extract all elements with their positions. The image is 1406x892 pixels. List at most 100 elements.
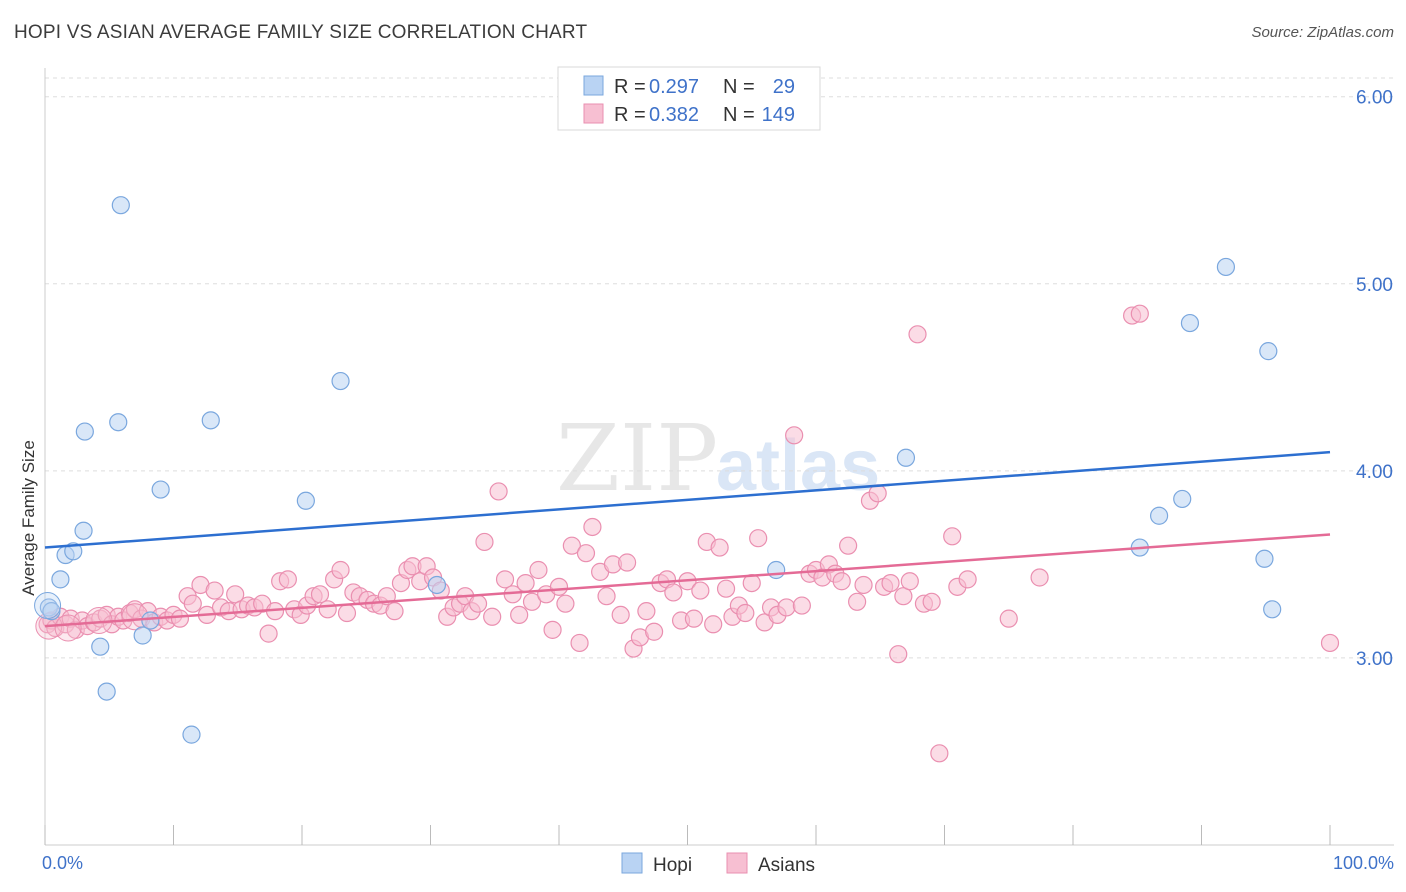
legend-asians-r-label: R = (614, 104, 646, 126)
hopi-point (64, 542, 83, 561)
legend-hopi-n-label: N = (723, 76, 755, 98)
asians-point (522, 592, 542, 611)
hopi-point (1149, 506, 1169, 525)
stats-legend: R = 0.297 N = 29 R = 0.382 N = 149 (557, 66, 821, 131)
legend-hopi-r-label: R = (614, 76, 646, 98)
y-tick-label: 3.00 (1356, 649, 1393, 670)
hopi-point (896, 448, 916, 467)
asians-point (1030, 568, 1049, 587)
asians-point (259, 624, 278, 643)
asians-point (848, 592, 867, 611)
asians-point (704, 615, 723, 634)
grid-lines (45, 77, 1394, 659)
hopi-point (1173, 489, 1192, 509)
asians-point (278, 570, 297, 589)
asians-point (331, 560, 350, 580)
legend-bottom-swatch-asians (726, 852, 748, 874)
asians-point (562, 536, 581, 555)
hopi-point (75, 422, 94, 441)
hopi-point (201, 411, 220, 430)
asians-point (570, 633, 589, 653)
legend-bottom-asians: Asians (758, 855, 815, 876)
y-tick-label: 4.00 (1356, 462, 1393, 483)
hopi-point (1255, 549, 1274, 568)
hopi-point (97, 682, 116, 701)
asians-point (516, 573, 535, 593)
asians-point (889, 645, 908, 664)
asians-trend-line (44, 533, 1331, 628)
asians-point (792, 596, 811, 615)
hopi-point-cluster (34, 592, 62, 620)
asians-point (597, 587, 616, 606)
asians-point (716, 579, 736, 598)
asians-point (226, 585, 245, 604)
asians-point (489, 482, 508, 501)
asians-point (543, 620, 562, 639)
hopi-point (91, 637, 110, 656)
hopi-point (182, 725, 201, 744)
asians-point-cluster (54, 614, 82, 642)
asians-point (475, 532, 494, 552)
asians-point (958, 570, 977, 589)
hopi-point (151, 480, 170, 499)
asians-point (583, 517, 602, 537)
asians-points (35, 304, 1340, 763)
asians-point (556, 594, 575, 613)
asians-point (749, 529, 768, 548)
asians-point (854, 575, 873, 595)
legend-swatch-asians (583, 103, 604, 124)
asians-point (832, 572, 851, 591)
hopi-point (767, 560, 786, 580)
legend-asians-n-value: 149 (762, 104, 795, 126)
legend-swatch-hopi (583, 75, 604, 96)
asians-point (337, 603, 357, 623)
asians-point (881, 573, 900, 593)
legend-asians-n-label: N = (723, 104, 755, 126)
legend-bottom-hopi: Hopi (653, 855, 692, 876)
asians-point (930, 744, 949, 763)
asians-point (1130, 304, 1149, 323)
asians-point (785, 426, 804, 445)
asians-point (839, 536, 858, 555)
asians-point (495, 570, 515, 589)
asians-point (664, 583, 683, 602)
hopi-point (1216, 257, 1236, 277)
legend-asians-r-value: 0.382 (649, 104, 699, 126)
x-tick-label-min: 0.0% (42, 853, 83, 873)
asians-point (777, 598, 796, 617)
asians-point (710, 538, 729, 557)
asians-point (691, 581, 710, 600)
hopi-point (331, 371, 350, 391)
hopi-point (296, 491, 315, 510)
hopi-point (1180, 313, 1200, 333)
hopi-points (34, 196, 1282, 744)
y-tick-label: 5.00 (1356, 275, 1393, 296)
asians-point (576, 544, 596, 563)
hopi-point (141, 611, 160, 630)
hopi-trend-line (44, 450, 1331, 549)
asians-point (483, 607, 502, 626)
chart-title: HOPI VS ASIAN AVERAGE FAMILY SIZE CORREL… (14, 22, 588, 43)
asians-point (1320, 633, 1340, 653)
asians-point (318, 600, 337, 619)
hopi-point (133, 626, 152, 645)
asians-point (170, 609, 190, 628)
hopi-point (1263, 600, 1282, 619)
hopi-point (74, 521, 93, 540)
trend-lines (44, 450, 1331, 628)
asians-point (611, 605, 630, 625)
asians-point (637, 602, 656, 621)
hopi-point (111, 196, 130, 215)
asians-point (183, 594, 202, 613)
asians-point (900, 572, 919, 591)
x-tick-label-max: 100.0% (1333, 853, 1394, 873)
asians-point (922, 592, 941, 611)
asians-point (529, 560, 548, 580)
asians-point (894, 587, 913, 606)
y-tick-labels: 3.00 4.00 5.00 6.00 (1356, 88, 1393, 670)
asians-point (618, 553, 637, 572)
legend-hopi-r-value: 0.297 (649, 76, 699, 98)
asians-point (943, 527, 962, 546)
watermark-zip: ZIP (556, 405, 718, 512)
asians-point (510, 605, 529, 625)
